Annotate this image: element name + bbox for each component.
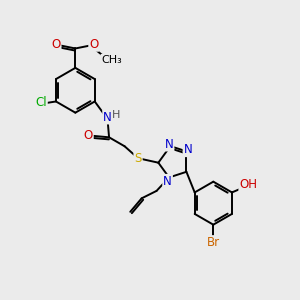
Text: O: O	[89, 38, 98, 51]
Text: CH₃: CH₃	[101, 55, 122, 65]
Text: N: N	[163, 175, 172, 188]
Text: Br: Br	[207, 236, 220, 249]
Text: OH: OH	[239, 178, 257, 191]
Text: Cl: Cl	[35, 97, 47, 110]
Text: O: O	[83, 129, 93, 142]
Text: N: N	[103, 110, 112, 124]
Text: S: S	[134, 152, 142, 165]
Text: N: N	[165, 137, 173, 151]
Text: N: N	[184, 143, 192, 156]
Text: H: H	[112, 110, 121, 120]
Text: O: O	[51, 38, 61, 51]
